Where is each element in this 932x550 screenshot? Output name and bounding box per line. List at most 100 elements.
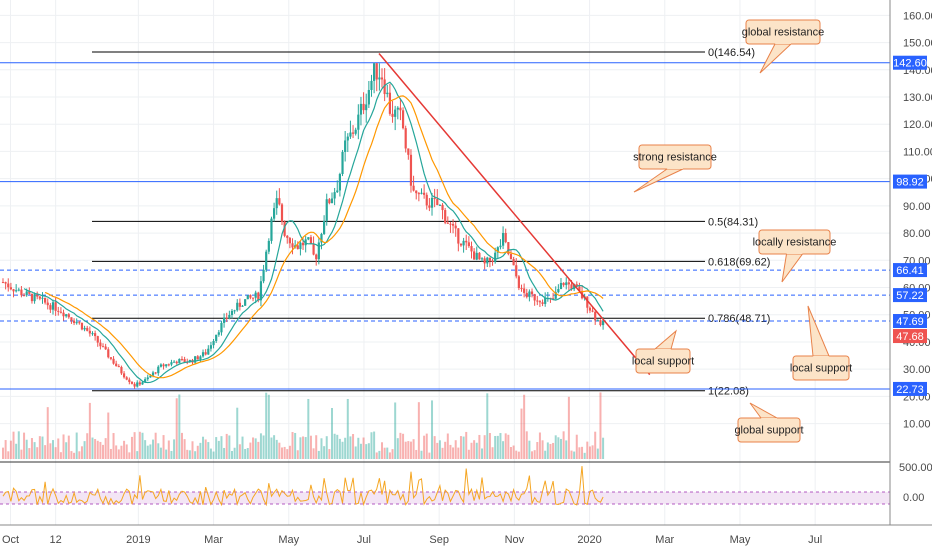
volume-bar [420, 450, 423, 459]
candle-body [278, 198, 281, 205]
callout-text: strong resistance [633, 152, 717, 164]
candle-body [9, 287, 12, 290]
candle-body [430, 197, 434, 208]
level-price-badge [893, 381, 927, 396]
time-axis: Oct 12 2019 Mar May Jul Sep Nov 2020 Mar May Jul [0, 524, 932, 546]
candle-body [138, 382, 141, 385]
volume-bar [4, 440, 7, 459]
candle-body [515, 265, 518, 277]
volume-bar [167, 440, 170, 459]
volume-bar [349, 436, 352, 459]
volume-bar [357, 437, 360, 459]
volume-bar [404, 441, 407, 459]
candle-body [28, 291, 31, 294]
candle-body [207, 348, 210, 355]
candle-body [467, 242, 470, 247]
volume-bar [336, 434, 339, 459]
volume-bar [299, 437, 302, 459]
candle-body [167, 364, 170, 366]
price-tick-label: 160.00 [903, 10, 932, 22]
price-tick-label: 30.00 [903, 364, 931, 376]
volume-bar [599, 392, 602, 459]
volume-bar [228, 435, 231, 459]
candle-body [415, 190, 418, 194]
volume-bar [570, 450, 573, 459]
volume-bar [217, 440, 220, 459]
volume-bar [465, 431, 468, 459]
volume-bar [499, 433, 502, 459]
candle-body [383, 79, 386, 95]
candle-body [578, 286, 581, 291]
candle-body [46, 302, 49, 306]
candle-body [354, 129, 357, 134]
candle-body [151, 372, 155, 376]
moving-averages [23, 81, 604, 384]
volume-bar [241, 436, 244, 459]
volume-bar [467, 449, 470, 459]
candle-body [130, 381, 134, 384]
volume-bar [96, 440, 99, 459]
candle-body [7, 283, 10, 288]
volume-bar [117, 449, 120, 459]
volume-bar [186, 449, 189, 459]
candle-body [38, 296, 41, 299]
candle-body [312, 243, 315, 255]
candle-body [575, 284, 578, 287]
candle-body [591, 310, 594, 312]
callout-text: local support [790, 363, 852, 375]
candle-body [86, 327, 89, 331]
candle-body [280, 204, 284, 222]
volume-bar [238, 444, 241, 459]
price-tick-label: 110.00 [903, 146, 932, 158]
candle-body [562, 282, 565, 286]
volume-bar [525, 431, 528, 459]
volume-bar [586, 441, 589, 459]
volume-bar [581, 446, 584, 459]
volume-bar [457, 447, 460, 459]
candle-body [44, 297, 47, 303]
candle-body [251, 297, 255, 299]
candle-body [528, 291, 531, 298]
candle-body [112, 358, 115, 364]
candle-body [541, 302, 544, 304]
time-tick-label: May [278, 534, 299, 546]
candle-body [170, 362, 173, 365]
candle-body [517, 276, 520, 289]
volume-bar [531, 451, 534, 459]
callout-text: locally resistance [753, 237, 837, 249]
volume-bar [280, 447, 283, 459]
candle-body [330, 198, 334, 204]
volume-bar [73, 452, 76, 459]
volume-bar [302, 436, 305, 459]
volume-bar [115, 445, 118, 459]
volume-bar [230, 450, 233, 459]
candle-body [133, 383, 136, 387]
candle-body [1, 282, 5, 284]
candle-body [317, 242, 320, 260]
price-tick-label: 120.00 [903, 119, 932, 131]
candle-body [559, 282, 563, 290]
volume-bar [546, 442, 549, 459]
level-price-badge [893, 314, 927, 329]
volume-bar [491, 447, 494, 459]
candle-body [225, 317, 228, 319]
candle-body [475, 252, 478, 260]
candle-body [41, 297, 44, 299]
volume-bar [523, 394, 526, 459]
candle-body [78, 322, 81, 324]
candle-body [259, 281, 263, 301]
candlestick-series [1, 62, 605, 389]
volume-bar [528, 440, 531, 459]
volume-bar [233, 447, 236, 459]
volume-bar [415, 449, 418, 459]
volume-bar [520, 408, 523, 459]
candle-body [494, 252, 497, 262]
level-price-badge-text: 142.60 [893, 58, 927, 70]
volume-bar [438, 440, 441, 459]
candle-body [407, 148, 410, 155]
callout-text: global support [734, 425, 803, 437]
volume-bar [588, 446, 591, 459]
volume-bar [120, 445, 123, 459]
volume-bar [541, 440, 544, 459]
